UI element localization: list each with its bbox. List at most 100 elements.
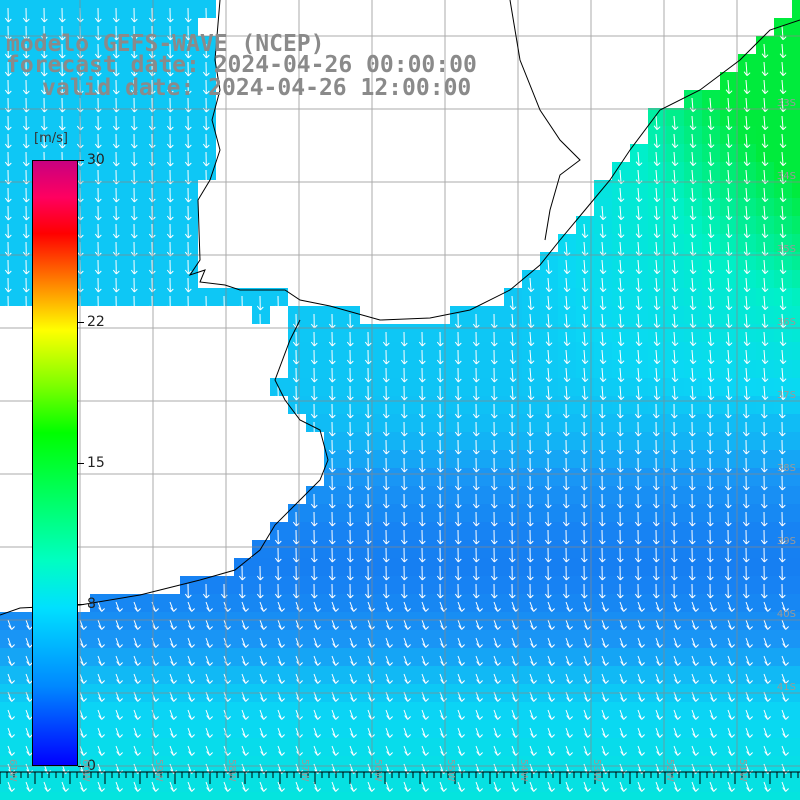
wind-arrow	[493, 655, 501, 666]
wind-arrow	[745, 619, 753, 630]
wind-arrow	[598, 439, 606, 455]
wind-arrow	[724, 493, 732, 509]
wind-arrow	[652, 421, 660, 437]
wind-arrow	[493, 619, 501, 630]
wind-arrow	[509, 313, 517, 329]
wind-arrow	[760, 475, 768, 491]
wind-arrow	[655, 655, 663, 666]
wind-arrow	[436, 547, 444, 563]
wind-arrow	[727, 601, 735, 612]
wind-arrow	[421, 601, 429, 612]
wind-arrow	[346, 529, 354, 545]
wind-arrow	[187, 727, 195, 738]
wind-arrow	[382, 511, 390, 527]
wind-arrow	[634, 529, 642, 545]
wind-arrow	[617, 385, 625, 401]
wind-arrow	[259, 655, 267, 666]
wind-arrow	[40, 79, 48, 95]
wind-arrow	[635, 259, 643, 275]
wind-arrow	[601, 709, 609, 720]
wind-arrow	[184, 223, 192, 239]
wind-arrow	[598, 403, 606, 419]
wind-arrow	[673, 727, 681, 738]
wind-arrow	[4, 277, 12, 293]
wind-arrow	[688, 565, 696, 581]
wind-arrow	[781, 619, 789, 630]
wind-arrow	[328, 349, 336, 365]
wind-arrow	[689, 313, 697, 329]
wind-arrow	[133, 781, 141, 792]
wind-arrow	[635, 385, 643, 401]
wind-arrow	[544, 547, 552, 563]
wind-arrow	[511, 781, 519, 792]
wind-arrow	[130, 25, 138, 41]
wind-arrow	[545, 259, 553, 275]
wind-arrow	[4, 133, 12, 149]
wind-arrow	[565, 637, 573, 648]
wind-arrow	[22, 61, 30, 77]
wind-arrow	[671, 385, 679, 401]
wind-arrow	[364, 583, 372, 599]
wind-arrow	[545, 331, 553, 347]
wind-arrow	[709, 709, 717, 720]
wind-arrow	[653, 259, 661, 275]
wind-arrow	[277, 655, 285, 666]
wind-arrow	[166, 133, 174, 149]
wind-arrow	[688, 529, 696, 545]
wind-arrow	[583, 709, 591, 720]
wind-arrow	[673, 745, 681, 756]
wind-arrow	[779, 205, 787, 221]
wind-arrow	[385, 709, 393, 720]
wind-arrow	[724, 583, 732, 599]
wind-arrow	[112, 187, 120, 203]
wind-arrow	[346, 511, 354, 527]
wind-arrow	[418, 367, 426, 383]
wind-arrow	[166, 259, 174, 275]
wind-arrow	[707, 331, 715, 347]
wind-arrow	[724, 529, 732, 545]
wind-arrow	[673, 619, 681, 630]
wind-arrow	[364, 547, 372, 563]
wind-arrow	[205, 781, 213, 792]
wind-arrow	[526, 457, 534, 473]
wind-arrow	[130, 115, 138, 131]
wind-arrow	[346, 547, 354, 563]
wind-arrow	[130, 205, 138, 221]
wind-arrow	[22, 205, 30, 221]
wind-arrow	[7, 637, 15, 648]
wind-arrow	[472, 457, 480, 473]
wind-arrow	[454, 403, 462, 419]
wind-arrow	[130, 61, 138, 77]
wind-arrow	[7, 619, 15, 630]
wind-arrow	[616, 421, 624, 437]
wind-arrow	[707, 133, 715, 149]
wind-arrow	[403, 691, 411, 702]
wind-arrow	[400, 367, 408, 383]
wind-arrow	[634, 475, 642, 491]
wind-arrow	[508, 403, 516, 419]
wind-arrow	[725, 205, 733, 221]
wind-arrow	[205, 673, 213, 684]
wind-arrow	[671, 151, 679, 167]
wind-arrow	[436, 439, 444, 455]
wind-arrow	[778, 421, 786, 437]
wind-arrow	[475, 637, 483, 648]
wind-arrow	[671, 205, 679, 221]
wind-arrow	[331, 619, 339, 630]
wind-arrow	[707, 223, 715, 239]
wind-arrow	[763, 691, 771, 702]
wind-arrow	[583, 619, 591, 630]
wind-arrow	[94, 259, 102, 275]
wind-arrow	[760, 493, 768, 509]
wind-arrow	[97, 637, 105, 648]
wind-arrow	[202, 133, 210, 149]
wind-arrow	[79, 691, 87, 702]
wind-arrow	[259, 745, 267, 756]
wind-arrow	[689, 259, 697, 275]
wind-arrow	[779, 187, 787, 203]
wind-arrow	[778, 439, 786, 455]
wind-arrow	[670, 439, 678, 455]
wind-arrow	[97, 601, 105, 612]
wind-arrow	[436, 565, 444, 581]
wind-arrow	[313, 619, 321, 630]
